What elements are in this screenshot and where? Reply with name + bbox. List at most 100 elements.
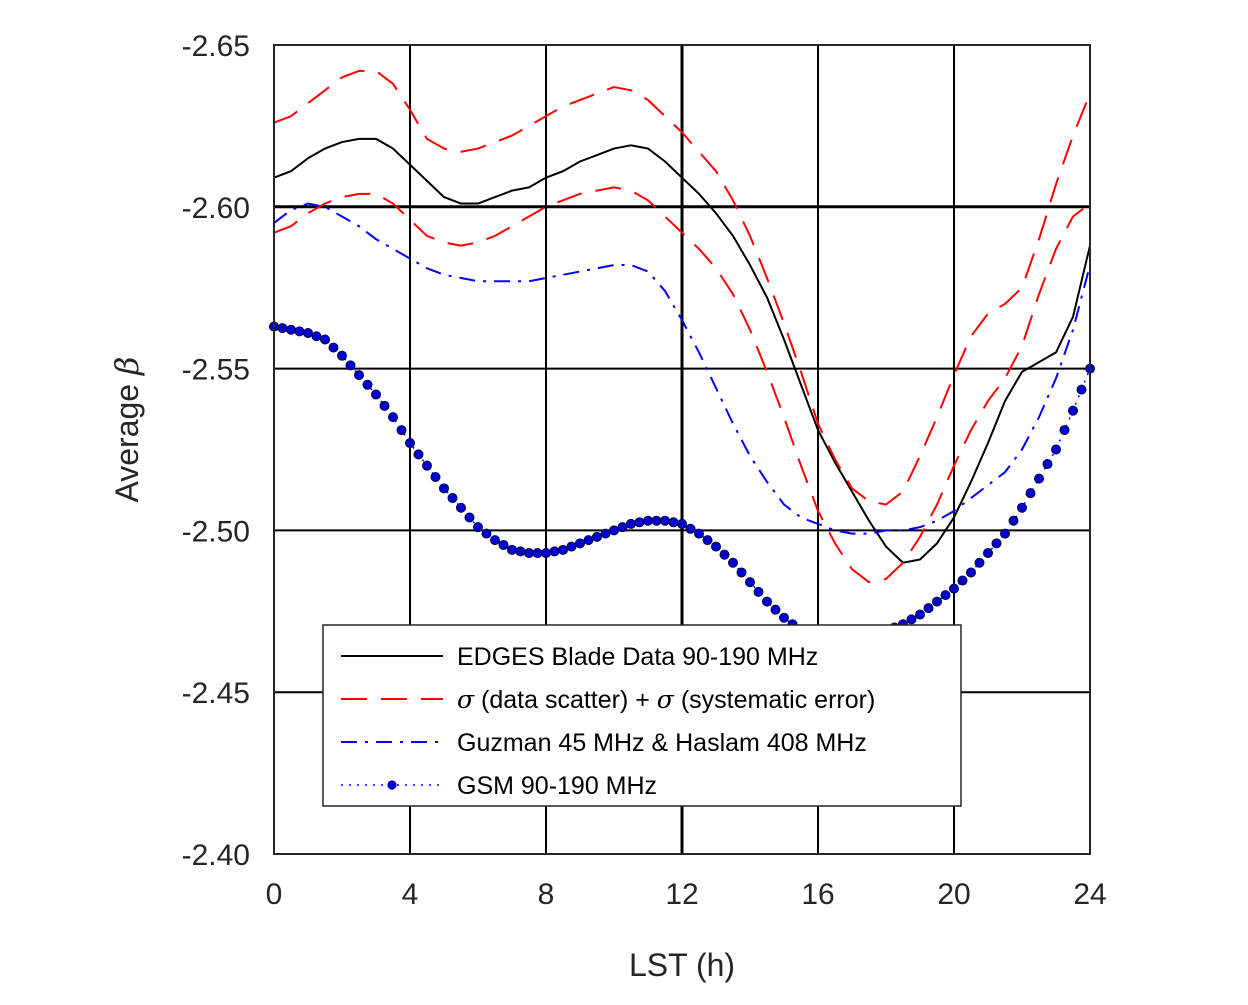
series-marker	[753, 586, 764, 597]
y-tick-label: -2.50	[182, 515, 250, 548]
legend-entry: Guzman 45 MHz & Haslam 408 MHz	[341, 729, 867, 757]
series-marker	[626, 518, 637, 529]
series-marker	[651, 515, 662, 526]
series-marker	[532, 548, 543, 559]
legend-label-symbol: σ	[457, 685, 475, 714]
series-marker	[336, 350, 347, 361]
series-marker	[1051, 444, 1062, 455]
series-marker	[643, 515, 654, 526]
series-marker	[719, 549, 730, 560]
series-line-0	[273, 137, 1091, 564]
series-marker	[387, 412, 398, 423]
series-marker	[353, 370, 364, 381]
series-marker	[974, 557, 985, 568]
series-marker	[455, 502, 466, 513]
x-tick-label: 4	[402, 878, 419, 911]
y-tick-label: -2.45	[182, 677, 250, 710]
legend-marker-sample	[387, 780, 397, 790]
legend-entry: σ (data scatter) + σ (systematic error)	[341, 685, 875, 714]
legend-label-text: (data scatter) +	[474, 686, 657, 714]
series-marker	[906, 614, 917, 625]
x-tick-label: 24	[1073, 878, 1106, 911]
series-marker	[1076, 384, 1087, 395]
legend-label-text: Guzman 45 MHz & Haslam 408 MHz	[457, 729, 867, 757]
series-marker	[1042, 459, 1053, 470]
series-marker	[311, 331, 322, 342]
series-marker	[923, 603, 934, 614]
series-marker	[498, 539, 509, 550]
series-marker	[524, 548, 535, 559]
series-marker	[438, 483, 449, 494]
legend-label: GSM 90-190 MHz	[457, 772, 657, 800]
series-marker	[694, 528, 705, 539]
y-tick-label: -2.55	[182, 354, 250, 387]
legend-label-symbol: σ	[657, 685, 675, 714]
series-marker	[915, 609, 926, 620]
series-marker	[600, 528, 611, 539]
series-marker	[370, 389, 381, 400]
series-marker	[472, 522, 483, 533]
series-marker	[1000, 528, 1011, 539]
x-tick-label: 8	[538, 878, 555, 911]
series-marker	[285, 324, 296, 335]
series-marker	[566, 541, 577, 552]
series-marker	[702, 535, 713, 546]
series-marker	[609, 525, 620, 536]
series-marker	[728, 557, 739, 568]
series-marker	[770, 604, 781, 615]
legend-items: EDGES Blade Data 90-190 MHz σ (data scatt…	[341, 643, 875, 800]
legend-label: Guzman 45 MHz & Haslam 408 MHz	[457, 729, 867, 757]
series-marker	[558, 544, 569, 555]
series-marker	[1059, 425, 1070, 436]
series-marker	[345, 360, 356, 371]
series-marker	[464, 512, 475, 523]
legend-label-text: GSM 90-190 MHz	[457, 772, 657, 800]
series-marker	[541, 548, 552, 559]
series-marker	[294, 326, 305, 337]
series-marker	[991, 538, 1002, 549]
series-marker	[489, 535, 500, 546]
series-marker	[379, 400, 390, 411]
x-tick-label: 12	[665, 878, 698, 911]
series-marker	[277, 323, 288, 334]
y-axis-label-text: Average	[109, 375, 145, 503]
series-marker	[430, 472, 441, 483]
series-marker	[302, 328, 313, 339]
y-axis-ticks: -2.65 -2.60 -2.55 -2.50 -2.45 -2.40	[182, 30, 250, 872]
series-marker	[515, 546, 526, 557]
series-marker	[1017, 502, 1028, 513]
series-marker	[966, 567, 977, 578]
series-marker	[660, 515, 671, 526]
series-marker	[983, 548, 994, 559]
series-marker	[447, 493, 458, 504]
series-marker	[685, 523, 696, 534]
x-tick-label: 20	[937, 878, 970, 911]
legend-label-text: (systematic error)	[674, 686, 875, 714]
series-marker	[362, 379, 373, 390]
x-tick-label: 0	[266, 878, 283, 911]
series-marker	[1034, 473, 1045, 484]
series-marker	[668, 517, 679, 528]
series-marker	[677, 518, 688, 529]
series-marker	[779, 612, 790, 623]
x-axis-label: LST (h)	[629, 947, 735, 983]
series-marker	[549, 546, 560, 557]
legend-label-text: EDGES Blade Data 90-190 MHz	[457, 643, 818, 671]
series-marker	[745, 577, 756, 588]
x-tick-label: 16	[801, 878, 834, 911]
x-axis-ticks: 0 4 8 12 16 20 24	[266, 878, 1107, 911]
series-marker	[506, 544, 517, 555]
series-marker	[583, 535, 594, 546]
series-marker	[396, 425, 407, 436]
series-marker	[634, 517, 645, 528]
series-marker	[575, 538, 586, 549]
axes-frame	[273, 44, 1091, 855]
series-line-3	[273, 202, 1091, 535]
y-tick-label: -2.40	[182, 839, 250, 872]
series-marker	[736, 567, 747, 578]
series-marker	[617, 522, 628, 533]
series-marker	[592, 531, 603, 542]
series-marker	[328, 342, 339, 353]
series-marker	[421, 460, 432, 471]
